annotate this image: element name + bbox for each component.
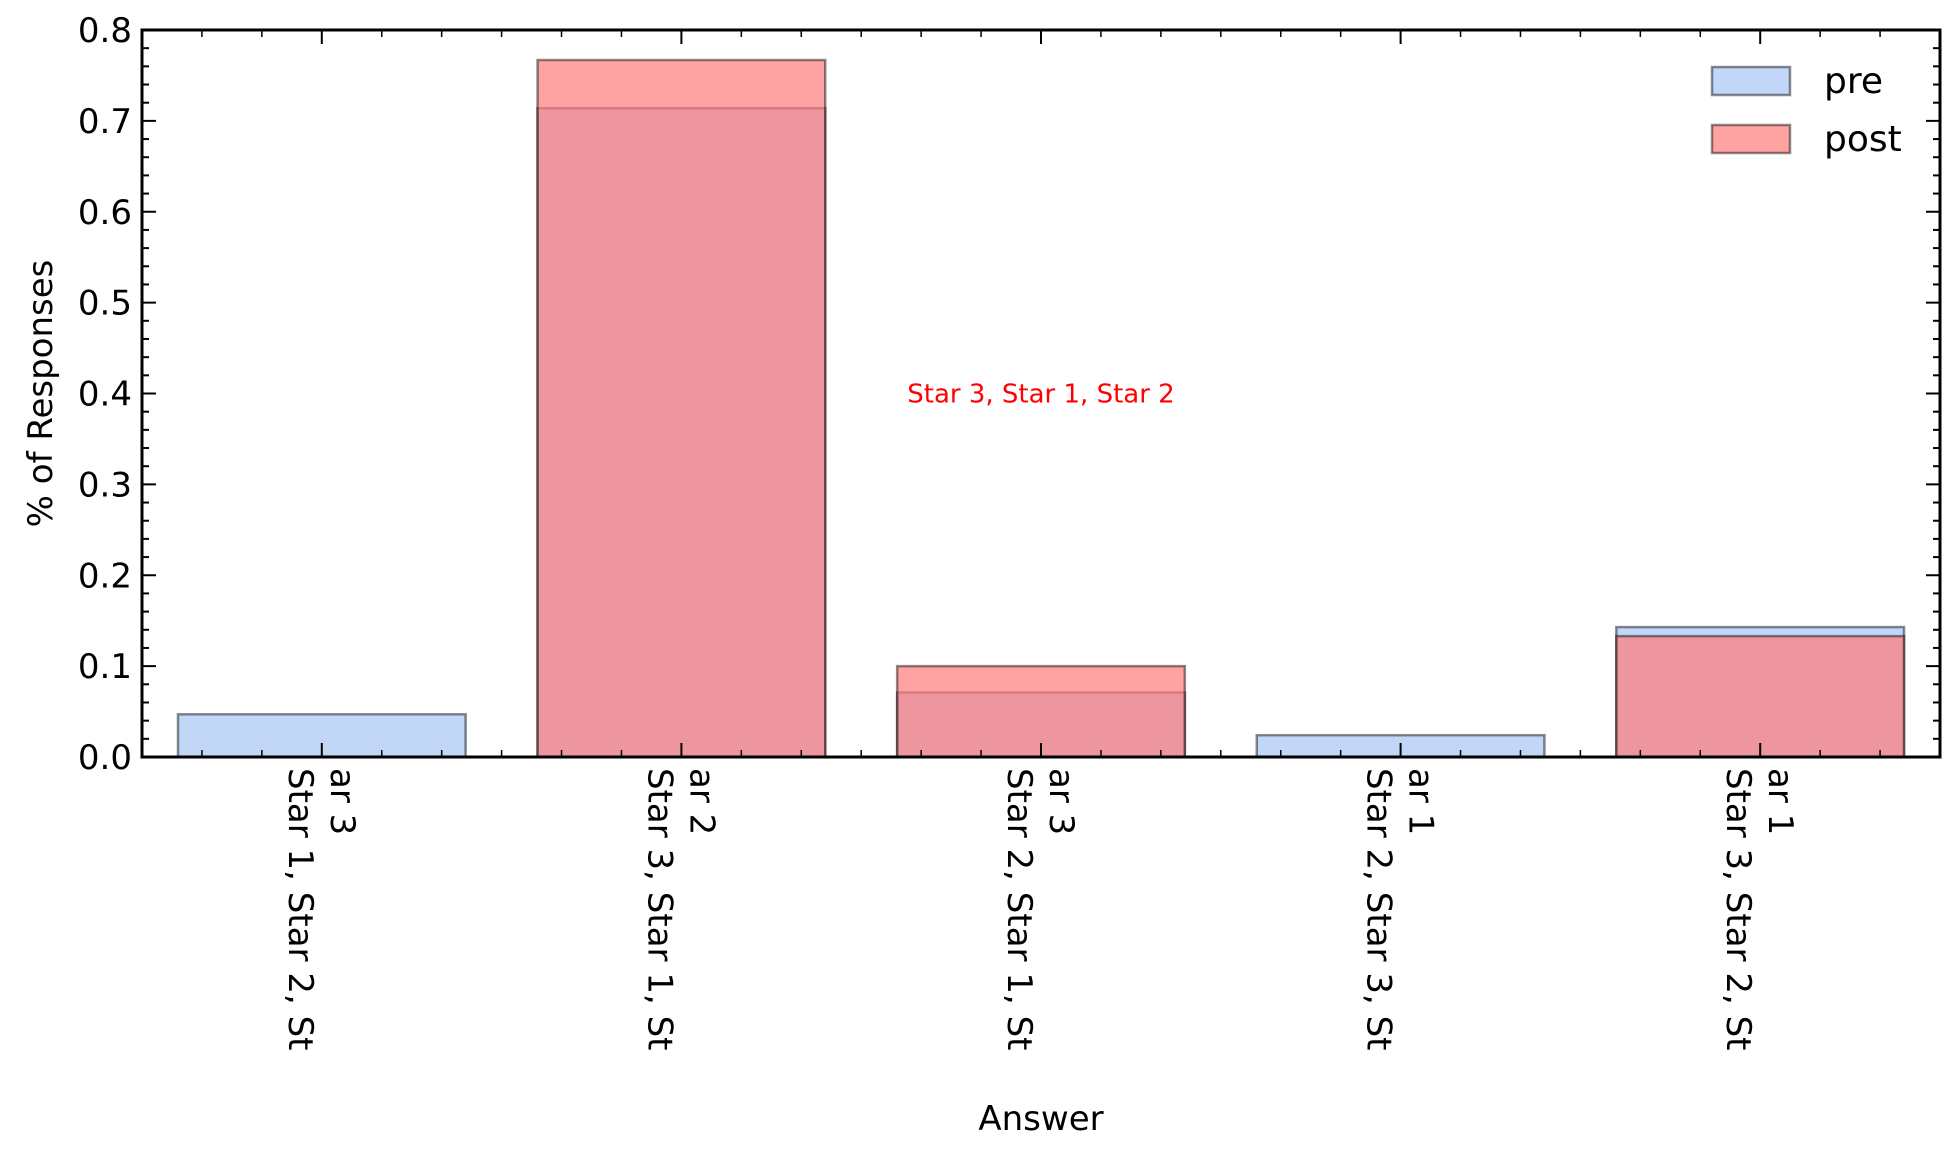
category-label-line: Star 2, Star 3, St	[1359, 768, 1399, 1050]
category-label-line: Star 3, Star 2, St	[1718, 768, 1758, 1050]
legend-swatch-post	[1710, 123, 1792, 155]
y-tick-label: 0.3	[78, 465, 132, 505]
y-tick-label: 0.0	[78, 738, 132, 778]
bars-group	[176, 58, 1906, 759]
y-tick-label: 0.1	[78, 647, 132, 687]
category-label-1: Star 3, Star 1, St ar 2	[639, 768, 721, 1050]
bar-post-1	[536, 58, 827, 759]
category-label-line: ar 2	[681, 768, 721, 835]
legend-swatch-pre	[1710, 65, 1792, 97]
legend-label-pre: pre	[1824, 61, 1883, 102]
bar-post-2	[895, 664, 1187, 759]
bar-post-4	[1615, 634, 1906, 759]
category-label-0: Star 1, Star 2, St ar 3	[280, 768, 362, 1050]
category-label-line: ar 1	[1401, 768, 1441, 835]
category-label-line: ar 3	[322, 768, 362, 835]
y-tick-label: 0.6	[78, 193, 132, 233]
y-tick-label: 0.2	[78, 556, 132, 596]
category-label-line: Star 2, Star 1, St	[999, 768, 1039, 1050]
category-label-2: Star 2, Star 1, St ar 3	[999, 768, 1081, 1050]
x-axis-label: Answer	[978, 1099, 1103, 1139]
category-label-4: Star 3, Star 2, St ar 1	[1718, 768, 1800, 1050]
y-tick-label: 0.7	[78, 102, 132, 142]
category-label-3: Star 2, Star 3, St ar 1	[1359, 768, 1441, 1050]
labels-group: 0.0 0.1 0.2 0.3 0.4 0.5 0.6 0.7 0.8 Star 1, Star …	[78, 11, 1800, 1050]
y-tick-label: 0.8	[78, 11, 132, 51]
y-axis-label: % of Responses	[21, 260, 61, 528]
legend-label-post: post	[1824, 119, 1902, 160]
plot-frame	[140, 28, 1942, 759]
category-label-line: Star 1, Star 2, St	[280, 768, 320, 1050]
y-tick-label: 0.5	[78, 284, 132, 324]
category-label-line: Star 3, Star 1, St	[639, 768, 679, 1050]
category-label-line: ar 1	[1760, 768, 1800, 835]
y-tick-label: 0.4	[78, 375, 132, 415]
category-label-line: ar 3	[1041, 768, 1081, 835]
legend: pre post	[1710, 61, 1902, 160]
annotation-text: Star 3, Star 1, Star 2	[907, 380, 1174, 410]
